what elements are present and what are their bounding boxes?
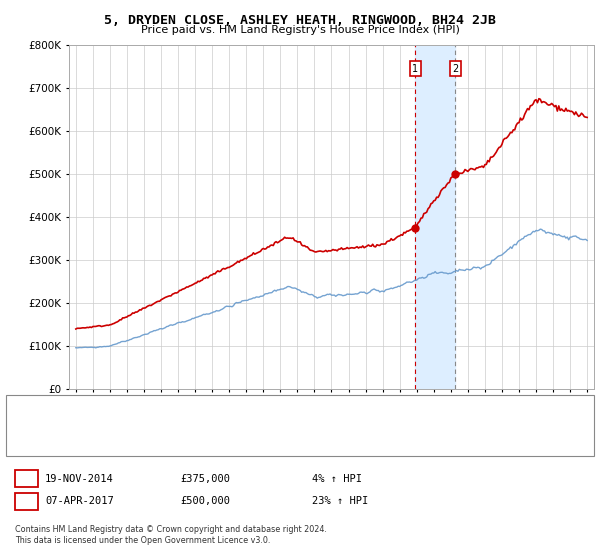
- Text: Price paid vs. HM Land Registry's House Price Index (HPI): Price paid vs. HM Land Registry's House …: [140, 25, 460, 35]
- Text: 2: 2: [23, 496, 30, 506]
- Text: 5, DRYDEN CLOSE, ASHLEY HEATH, RINGWOOD, BH24 2JB: 5, DRYDEN CLOSE, ASHLEY HEATH, RINGWOOD,…: [104, 14, 496, 27]
- Text: 1: 1: [23, 474, 30, 484]
- Text: HPI: Average price, detached house, Dorset: HPI: Average price, detached house, Dors…: [66, 427, 308, 436]
- Text: 23% ↑ HPI: 23% ↑ HPI: [312, 496, 368, 506]
- Text: £500,000: £500,000: [180, 496, 230, 506]
- Text: £375,000: £375,000: [180, 474, 230, 484]
- Text: 2: 2: [452, 64, 458, 74]
- Text: 19-NOV-2014: 19-NOV-2014: [45, 474, 114, 484]
- Text: 5, DRYDEN CLOSE, ASHLEY HEATH, RINGWOOD, BH24 2JB (detached house): 5, DRYDEN CLOSE, ASHLEY HEATH, RINGWOOD,…: [66, 407, 445, 416]
- Text: 1: 1: [412, 64, 418, 74]
- Text: 07-APR-2017: 07-APR-2017: [45, 496, 114, 506]
- Text: 4% ↑ HPI: 4% ↑ HPI: [312, 474, 362, 484]
- Bar: [415, 45, 455, 389]
- Text: Contains HM Land Registry data © Crown copyright and database right 2024.
This d: Contains HM Land Registry data © Crown c…: [15, 525, 327, 545]
